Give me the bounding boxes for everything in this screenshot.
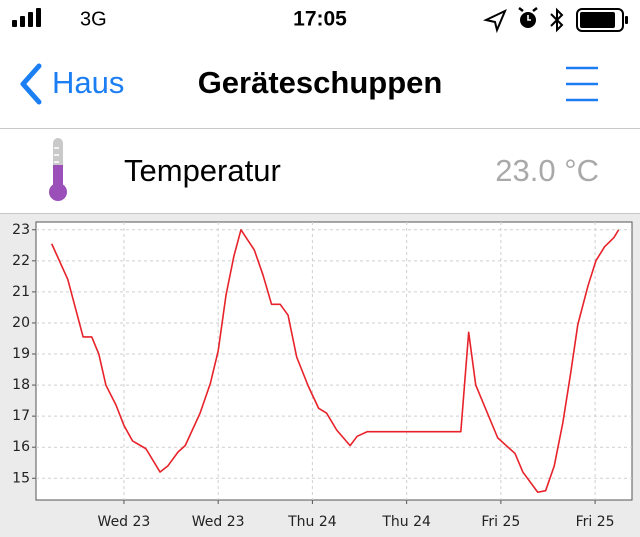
temperature-line (50, 228, 620, 494)
y-tick-label: 19 (12, 346, 30, 362)
nav-title: Geräteschuppen (198, 65, 443, 100)
clock: 17:05 (293, 8, 347, 31)
plot-area (35, 221, 633, 501)
battery-icon (576, 8, 628, 32)
y-tick-label: 23 (12, 222, 30, 238)
x-tick-label: Wed 23 (192, 514, 245, 530)
sensor-value: 23.0 °C (495, 153, 599, 188)
bluetooth-icon (550, 7, 564, 33)
menu-button[interactable] (566, 66, 598, 102)
y-tick-label: 18 (12, 377, 30, 393)
x-tick-label: Fri 25 (576, 514, 615, 530)
carrier: 3G (80, 8, 107, 30)
chart: 15 16 17 18 19 20 21 22 23 Wed 23 Wed 23 Thu 24 Thu … (12, 222, 632, 530)
y-tick-label: 17 (12, 408, 30, 424)
x-tick-label: Wed 23 (98, 514, 151, 530)
sensor-name: Temperatur (124, 153, 281, 188)
y-tick-label: 21 (12, 284, 30, 300)
y-tick-label: 15 (12, 470, 30, 486)
x-tick-label: Thu 24 (287, 514, 337, 530)
alarm-icon (518, 7, 538, 28)
back-button[interactable]: Haus (52, 65, 124, 100)
thermometer-icon (49, 138, 67, 201)
x-tick-label: Thu 24 (381, 514, 431, 530)
signal-bars (12, 8, 41, 27)
location-icon (482, 8, 507, 34)
y-tick-label: 16 (12, 439, 30, 455)
x-tick-label: Fri 25 (481, 514, 520, 530)
y-tick-label: 20 (12, 315, 30, 331)
back-chevron[interactable] (20, 63, 42, 105)
y-tick-label: 22 (12, 253, 30, 269)
